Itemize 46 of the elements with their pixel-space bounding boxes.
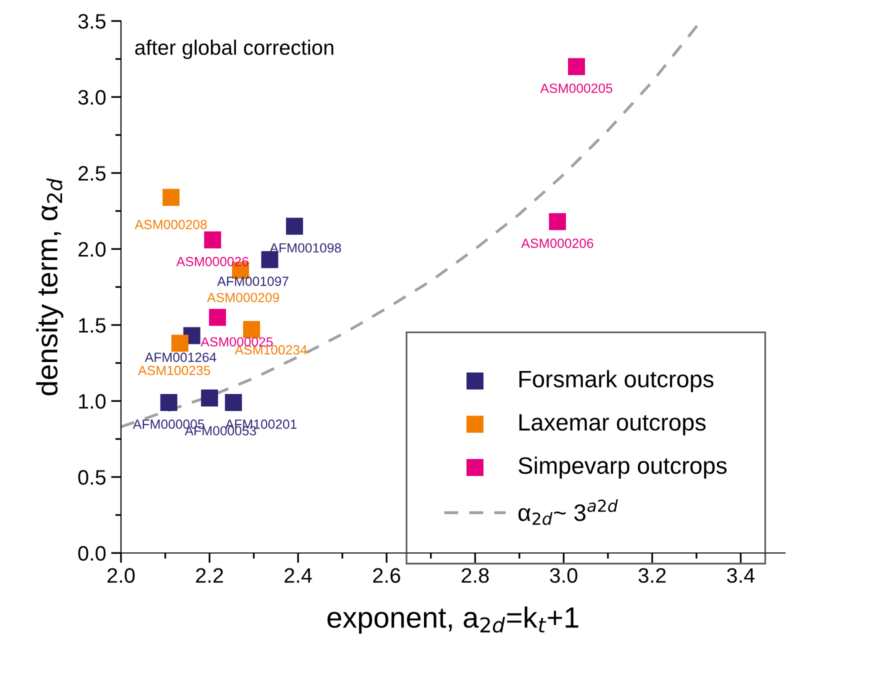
point [162,188,180,206]
point [548,213,566,230]
x-tick-label: 2.6 [373,568,400,583]
y-tick-label: 2.5 [78,166,106,181]
point [261,251,278,268]
point [204,231,222,248]
x-tick-label: 2.4 [284,568,312,583]
point [286,218,304,235]
y-tick-label: 2.0 [78,242,106,257]
legend-label: Forsmark outcrops [519,370,714,392]
y-tick-label: 3.5 [78,14,106,29]
point [243,321,260,338]
x-tick-label: 3.0 [550,568,578,583]
data-label: AFM001264 [144,352,216,362]
y-axis-title: density term, α$_{2d}$ [36,178,64,396]
point [201,389,218,406]
x-tick-label: 3.4 [727,568,755,583]
y-tick-label: 0.5 [78,470,106,485]
legend-label: α$_{2d}$~ 3$^{a2d}$ [518,499,618,525]
data-label: ASM000026 [176,256,248,266]
data-label: ASM100234 [234,345,307,355]
y-tick-label: 1.0 [79,394,106,409]
x-tick-label: 2.2 [196,568,223,583]
data-label: ASM000206 [521,238,594,248]
x-tick-label: 2.8 [462,568,489,583]
legend-label: Simpevarp outcrops [518,456,727,479]
data-label: ASM000208 [134,220,207,230]
x-tick-label: 2.0 [108,568,135,583]
point [160,394,178,412]
data-label: AFM001098 [270,243,342,253]
legend-label: Laxemar outcrops [519,414,706,436]
y-tick-label: 3.0 [78,90,106,105]
data-label: AFM001097 [217,276,288,286]
data-label: ASM000205 [540,84,612,93]
x-axis-title: exponent, a$_{2d}$=k$_{t}$+1 [328,606,578,634]
point [171,334,188,352]
annotation: after global correction [135,40,334,60]
y-tick-label: 0.0 [78,546,106,561]
data-label: ASM000025 [200,337,273,347]
point [224,394,242,412]
y-tick-label: 1.5 [79,318,106,333]
point [208,308,226,326]
data-label: ASM100235 [138,366,210,376]
point [568,58,586,76]
data-label: ASM000209 [207,292,279,302]
x-tick-label: 3.2 [638,568,666,583]
